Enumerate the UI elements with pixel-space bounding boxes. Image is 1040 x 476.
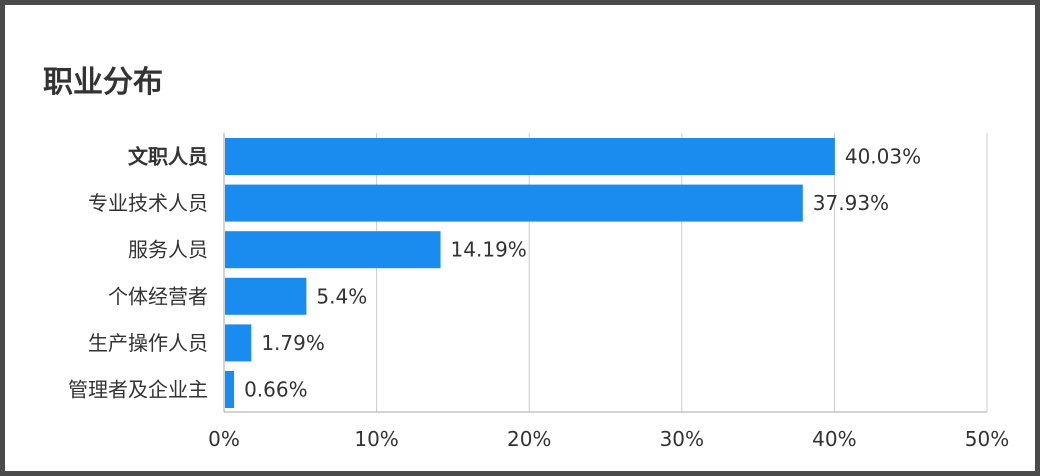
- x-tick-label: 20%: [507, 427, 551, 451]
- value-label: 40.03%: [845, 145, 921, 169]
- value-label: 5.4%: [316, 284, 367, 308]
- category-label: 个体经营者: [108, 284, 208, 308]
- bar: [225, 371, 235, 408]
- bar: [225, 277, 307, 315]
- x-tick-label: 50%: [965, 427, 1009, 451]
- value-label: 14.19%: [451, 238, 527, 262]
- category-label: 专业技术人员: [88, 191, 208, 215]
- x-tick-label: 0%: [208, 427, 240, 451]
- x-tick-label: 40%: [812, 427, 856, 451]
- category-label: 生产操作人员: [88, 331, 208, 355]
- bar: [225, 231, 441, 269]
- category-label: 服务人员: [128, 238, 208, 262]
- category-label: 管理者及企业主: [68, 378, 208, 402]
- x-tick-label: 10%: [354, 427, 398, 451]
- bar: [225, 324, 252, 362]
- category-label: 文职人员: [128, 145, 208, 169]
- chart-title: 职业分布: [43, 65, 163, 100]
- x-tick-label: 30%: [660, 427, 704, 451]
- value-label: 37.93%: [813, 191, 889, 215]
- value-label: 0.66%: [244, 378, 308, 402]
- bar: [225, 184, 803, 222]
- bar: [225, 138, 835, 175]
- value-label: 1.79%: [261, 331, 325, 355]
